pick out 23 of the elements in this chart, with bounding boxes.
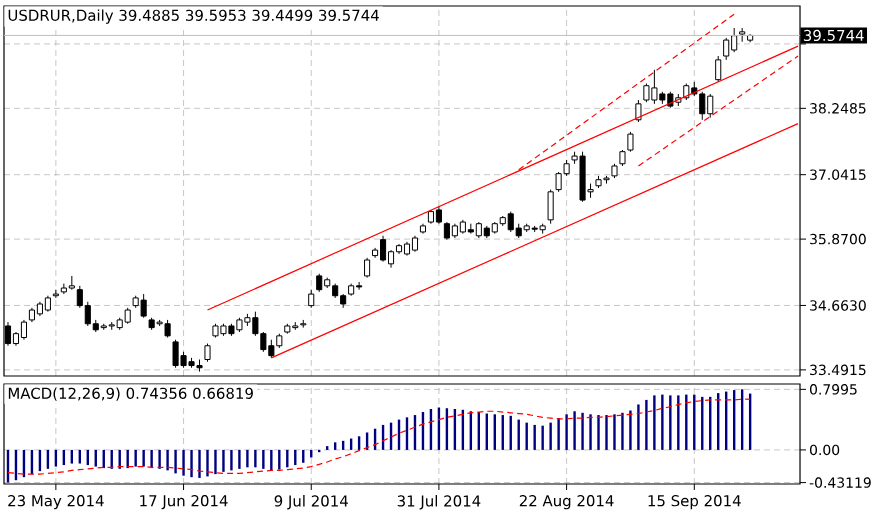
candlestick — [140, 293, 147, 319]
candlestick — [316, 273, 323, 293]
candlestick — [52, 289, 59, 299]
candlestick — [204, 343, 211, 363]
candlestick — [555, 171, 562, 193]
candlestick — [172, 339, 179, 369]
candlestick — [731, 27, 738, 53]
candlestick — [715, 55, 722, 83]
candlestick — [579, 151, 586, 203]
candlestick — [643, 83, 650, 103]
candlestick — [699, 91, 706, 121]
candlestick — [268, 339, 275, 359]
candlestick — [308, 289, 315, 309]
candlestick — [380, 235, 387, 263]
candlestick — [547, 189, 554, 225]
candlestick — [507, 211, 514, 233]
candlestick — [651, 69, 658, 105]
candlestick — [635, 99, 642, 123]
candlestick — [707, 93, 714, 119]
candlestick — [20, 319, 28, 341]
candlestick — [723, 37, 730, 61]
candlestick — [364, 257, 371, 279]
candlestick — [627, 131, 634, 153]
